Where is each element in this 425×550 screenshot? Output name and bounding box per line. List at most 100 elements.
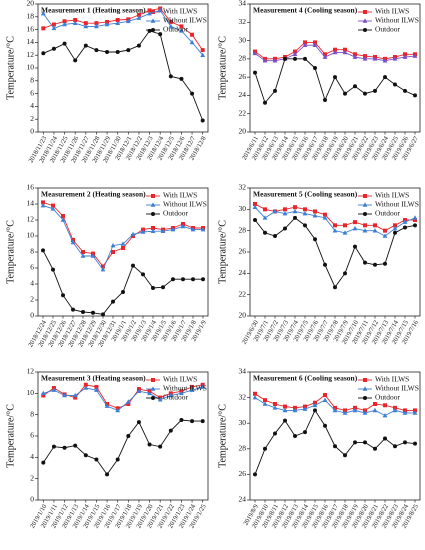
marker bbox=[150, 202, 156, 207]
marker bbox=[111, 299, 115, 304]
marker bbox=[179, 390, 184, 396]
marker bbox=[263, 207, 267, 212]
marker bbox=[80, 253, 86, 258]
marker bbox=[51, 46, 56, 51]
marker bbox=[125, 399, 131, 404]
marker bbox=[382, 58, 388, 63]
marker bbox=[200, 52, 206, 57]
marker bbox=[115, 457, 120, 462]
y-tick-label: 16 bbox=[27, 24, 35, 33]
marker bbox=[412, 215, 418, 220]
marker bbox=[168, 23, 174, 29]
marker bbox=[141, 272, 145, 277]
y-tick-label: 14 bbox=[27, 37, 35, 46]
marker bbox=[293, 215, 297, 220]
marker bbox=[200, 419, 205, 424]
marker bbox=[363, 396, 367, 400]
marker bbox=[179, 418, 184, 422]
y-axis-label: Temperature/°C bbox=[217, 220, 228, 284]
marker bbox=[200, 48, 205, 53]
y-tick-label: 30 bbox=[239, 35, 247, 44]
marker bbox=[190, 419, 195, 424]
marker bbox=[150, 386, 156, 391]
marker bbox=[323, 212, 327, 217]
marker bbox=[373, 446, 377, 451]
marker bbox=[413, 93, 417, 98]
marker bbox=[189, 387, 195, 392]
marker bbox=[41, 393, 46, 398]
marker bbox=[147, 390, 152, 396]
y-tick-label: 30 bbox=[239, 204, 247, 213]
legend-label: Without ILWS bbox=[163, 200, 207, 209]
marker bbox=[393, 444, 397, 449]
marker bbox=[353, 84, 357, 89]
marker bbox=[158, 444, 163, 449]
y-tick-label: 4 bbox=[30, 452, 34, 461]
marker bbox=[94, 23, 99, 29]
marker bbox=[353, 244, 357, 249]
marker bbox=[292, 51, 298, 57]
marker bbox=[41, 26, 46, 31]
marker bbox=[262, 401, 268, 406]
marker bbox=[323, 98, 327, 102]
marker bbox=[105, 50, 110, 54]
marker bbox=[323, 393, 327, 398]
marker bbox=[263, 230, 267, 235]
marker bbox=[62, 21, 67, 27]
marker bbox=[136, 420, 141, 425]
legend-label: Outdoor bbox=[375, 393, 401, 402]
marker bbox=[303, 207, 307, 212]
marker bbox=[126, 434, 131, 438]
marker bbox=[160, 228, 166, 233]
marker bbox=[147, 28, 152, 33]
marker bbox=[273, 234, 277, 238]
series-line bbox=[254, 58, 416, 104]
marker bbox=[402, 54, 408, 59]
marker bbox=[362, 386, 368, 391]
marker bbox=[115, 18, 120, 22]
marker bbox=[313, 66, 317, 70]
y-tick-label: 6 bbox=[30, 431, 34, 440]
marker bbox=[147, 442, 152, 447]
marker bbox=[302, 211, 308, 216]
marker bbox=[263, 446, 267, 451]
legend-label: Without ILWS bbox=[163, 16, 207, 25]
y-tick-label: 12 bbox=[27, 215, 35, 224]
marker bbox=[363, 28, 367, 32]
y-tick-label: 0 bbox=[30, 127, 34, 136]
marker bbox=[94, 21, 99, 26]
marker bbox=[313, 408, 317, 413]
marker bbox=[342, 230, 348, 235]
marker bbox=[61, 214, 65, 218]
legend-label: With ILWS bbox=[163, 7, 197, 16]
marker bbox=[50, 206, 56, 211]
marker bbox=[131, 263, 135, 268]
marker bbox=[191, 277, 195, 282]
marker bbox=[201, 277, 205, 282]
marker bbox=[363, 223, 367, 228]
marker bbox=[83, 382, 88, 387]
marker bbox=[179, 28, 184, 33]
marker bbox=[136, 43, 141, 48]
marker bbox=[94, 387, 99, 392]
marker bbox=[363, 440, 367, 445]
marker bbox=[342, 410, 348, 415]
panel-title: Measurement 5 (Cooling season) bbox=[253, 190, 358, 199]
marker bbox=[363, 10, 367, 14]
marker bbox=[94, 457, 99, 462]
legend-label: Without ILWS bbox=[375, 200, 419, 209]
marker bbox=[363, 54, 367, 59]
y-tick-label: 6 bbox=[30, 88, 34, 97]
marker bbox=[62, 19, 67, 24]
panel-title: Measurement 3 (Heating season) bbox=[41, 374, 146, 383]
marker bbox=[303, 223, 307, 228]
marker bbox=[105, 472, 110, 477]
marker bbox=[110, 243, 116, 248]
marker bbox=[352, 54, 358, 59]
marker bbox=[252, 50, 258, 56]
marker bbox=[313, 237, 317, 242]
marker bbox=[190, 32, 195, 37]
marker bbox=[352, 407, 358, 413]
marker bbox=[372, 228, 378, 233]
marker bbox=[313, 209, 317, 214]
